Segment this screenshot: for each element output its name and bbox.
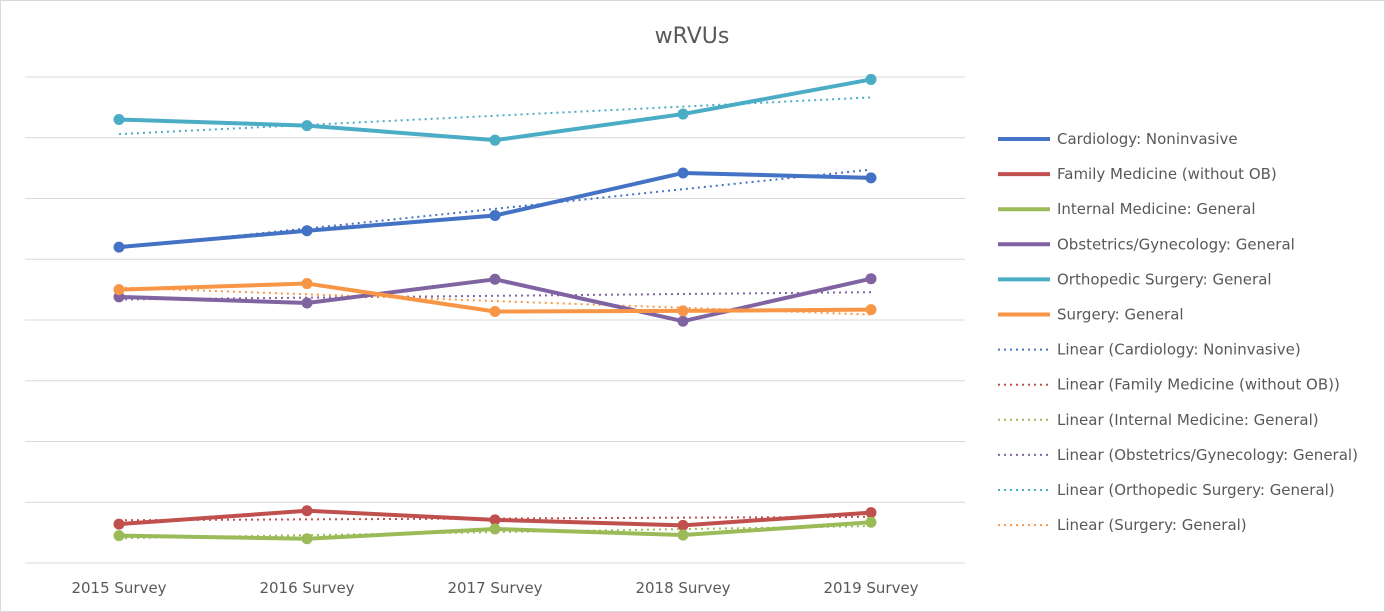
data-point [113, 518, 125, 530]
legend-label: Linear (Internal Medicine: General) [1057, 411, 1319, 429]
trendlines [118, 96, 872, 540]
data-point [677, 167, 689, 179]
legend-label: Obstetrics/Gynecology: General [1057, 235, 1295, 253]
legend-label: Orthopedic Surgery: General [1057, 270, 1272, 288]
data-point [113, 284, 125, 296]
chart-title: wRVUs [655, 24, 730, 49]
legend-label: Cardiology: Noninvasive [1057, 130, 1238, 148]
data-point [677, 529, 689, 541]
legend: Cardiology: Noninvasive Family Medicine (… [998, 130, 1358, 534]
data-point [677, 519, 689, 531]
trendline [118, 96, 872, 136]
x-tick-label: 2017 Survey [447, 579, 542, 597]
data-point [113, 530, 125, 542]
data-point [865, 172, 877, 184]
data-point [489, 514, 501, 526]
data-point [489, 523, 501, 535]
gridlines [25, 76, 965, 564]
data-point [301, 225, 313, 237]
data-point [865, 516, 877, 528]
legend-label: Linear (Obstetrics/Gynecology: General) [1057, 446, 1358, 464]
data-point [489, 134, 501, 146]
data-point [301, 505, 313, 517]
data-point [301, 533, 313, 545]
data-point [677, 305, 689, 317]
x-tick-label: 2018 Survey [635, 579, 730, 597]
data-point [677, 315, 689, 327]
data-point [489, 305, 501, 317]
data-point [301, 120, 313, 132]
trendline [118, 291, 872, 301]
series-line [118, 77, 872, 143]
data-point [301, 297, 313, 309]
data-point [113, 241, 125, 253]
legend-label: Internal Medicine: General [1057, 200, 1256, 218]
data-point [113, 114, 125, 126]
data-point [865, 273, 877, 285]
legend-label: Linear (Cardiology: Noninvasive) [1057, 341, 1301, 359]
x-tick-label: 2015 Survey [71, 579, 166, 597]
data-point [677, 108, 689, 120]
legend-label: Linear (Orthopedic Surgery: General) [1057, 481, 1335, 499]
data-point [865, 507, 877, 519]
data-point [865, 304, 877, 316]
data-point [865, 73, 877, 85]
x-axis-tick-labels: 2015 Survey 2016 Survey 2017 Survey 2018 Su… [71, 579, 918, 597]
legend-label: Surgery: General [1057, 306, 1184, 324]
legend-label: Linear (Surgery: General) [1057, 516, 1247, 534]
x-tick-label: 2016 Survey [259, 579, 354, 597]
data-point [489, 210, 501, 222]
data-point [301, 278, 313, 290]
data-point [489, 273, 501, 285]
legend-label: Family Medicine (without OB) [1057, 165, 1277, 183]
legend-label: Linear (Family Medicine (without OB)) [1057, 376, 1340, 394]
x-tick-label: 2019 Survey [823, 579, 918, 597]
series-lines [113, 73, 877, 545]
